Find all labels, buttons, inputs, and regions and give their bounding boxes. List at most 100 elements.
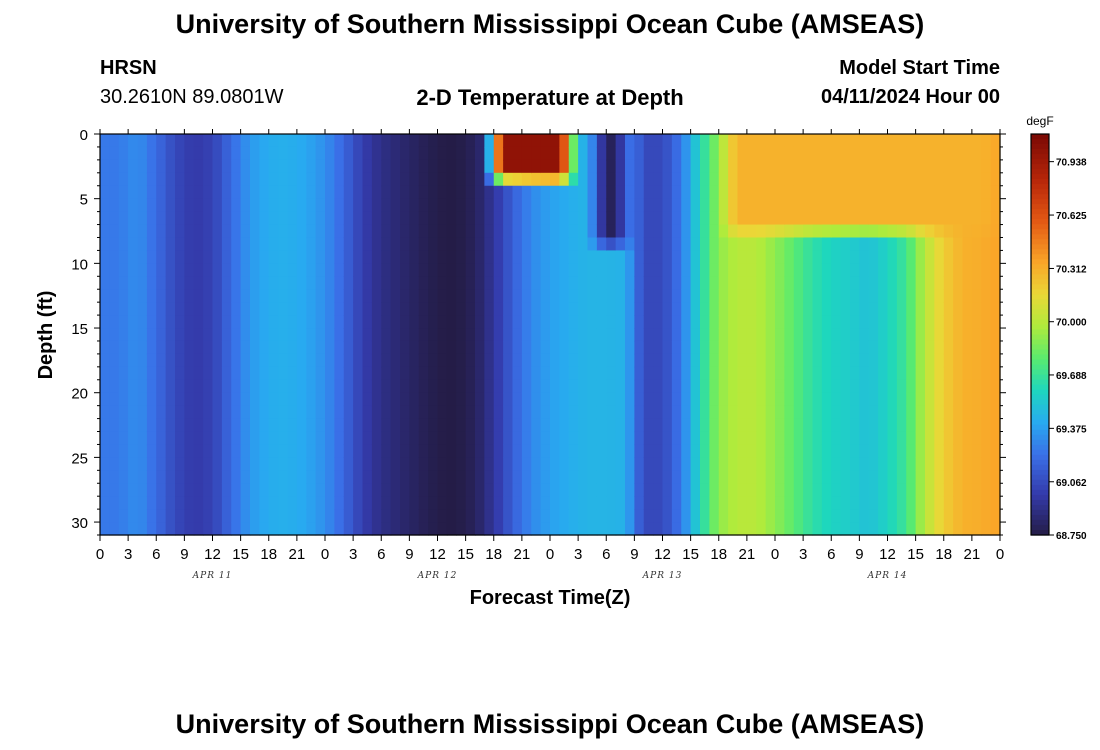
heatmap-cell	[587, 457, 598, 471]
heatmap-cell	[643, 405, 654, 420]
heatmap-cell	[812, 172, 823, 187]
heatmap-cell	[943, 276, 954, 290]
heatmap-cell	[756, 328, 767, 342]
heatmap-cell	[512, 379, 523, 394]
heatmap-cell	[118, 224, 129, 239]
heatmap-cell	[634, 172, 645, 187]
heatmap-cell	[221, 250, 232, 264]
heatmap-cell	[784, 289, 795, 303]
colorbar-segment	[1031, 519, 1049, 526]
heatmap-cell	[953, 470, 964, 484]
heatmap-cell	[700, 134, 710, 148]
heatmap-cell	[981, 470, 992, 484]
heatmap-cell	[184, 366, 195, 381]
heatmap-cell	[981, 405, 992, 420]
heatmap-cell	[896, 185, 907, 200]
heatmap-cell	[803, 509, 814, 523]
heatmap-cell	[690, 185, 701, 200]
heatmap-cell	[606, 418, 617, 433]
heatmap-cell	[793, 159, 804, 174]
heatmap-cell	[475, 353, 485, 368]
heatmap-cell	[456, 379, 467, 394]
heatmap-cell	[531, 444, 542, 458]
heatmap-cell	[915, 146, 926, 161]
heatmap-cell	[446, 276, 457, 290]
heatmap-cell	[296, 211, 307, 226]
heatmap-cell	[662, 457, 673, 471]
heatmap-cell	[784, 418, 795, 433]
heatmap-cell	[606, 263, 617, 277]
heatmap-cell	[475, 172, 485, 187]
heatmap-cell	[990, 418, 1001, 433]
colorbar-segment	[1031, 309, 1049, 316]
heatmap-cell	[737, 328, 748, 342]
heatmap-cell	[400, 340, 410, 355]
heatmap-cell	[662, 172, 673, 187]
heatmap-cell	[371, 159, 382, 174]
heatmap-cell	[915, 483, 926, 497]
heatmap-cell	[315, 522, 326, 536]
heatmap-cell	[268, 509, 279, 523]
heatmap-cell	[896, 289, 907, 303]
heatmap-cell	[381, 134, 392, 148]
heatmap-cell	[287, 366, 298, 381]
heatmap-cell	[315, 172, 326, 187]
heatmap-cell	[821, 431, 832, 446]
heatmap-cell	[446, 263, 457, 277]
heatmap-cell	[493, 522, 504, 536]
heatmap-cell	[531, 172, 542, 187]
heatmap-cell	[887, 392, 898, 407]
heatmap-cell	[878, 237, 889, 252]
heatmap-cell	[606, 496, 617, 510]
heatmap-cell	[878, 340, 889, 355]
heatmap-cell	[362, 418, 373, 433]
colorbar-segment	[1031, 349, 1049, 356]
heatmap-cell	[390, 185, 401, 200]
heatmap-cell	[634, 276, 645, 290]
heatmap-cell	[559, 431, 570, 446]
heatmap-cell	[146, 496, 157, 510]
heatmap-cell	[540, 328, 551, 342]
heatmap-cell	[390, 457, 401, 471]
heatmap-cell	[446, 224, 457, 239]
heatmap-cell	[400, 276, 410, 290]
heatmap-cell	[915, 418, 926, 433]
heatmap-cell	[615, 496, 626, 510]
heatmap-cell	[156, 134, 167, 148]
heatmap-cell	[803, 522, 814, 536]
heatmap-cell	[690, 172, 701, 187]
heatmap-cell	[465, 237, 476, 252]
heatmap-cell	[259, 185, 270, 200]
y-axis-label: Depth (ft)	[35, 291, 57, 380]
heatmap-cell	[259, 224, 270, 239]
heatmap-cell	[146, 224, 157, 239]
heatmap-cell	[428, 198, 439, 213]
heatmap-cell	[231, 159, 242, 174]
heatmap-cell	[962, 366, 973, 381]
heatmap-cell	[887, 250, 898, 264]
heatmap-cell	[343, 159, 354, 174]
heatmap-cell	[193, 496, 204, 510]
heatmap-cell	[615, 263, 626, 277]
heatmap-cell	[971, 211, 982, 226]
heatmap-cell	[840, 224, 851, 239]
x-tick-label: 18	[710, 546, 727, 563]
heatmap-cell	[953, 250, 964, 264]
heatmap-cell	[128, 366, 139, 381]
heatmap-cell	[578, 340, 589, 355]
heatmap-cell	[709, 353, 720, 368]
heatmap-cell	[700, 366, 710, 381]
heatmap-cell	[625, 185, 635, 200]
heatmap-cell	[587, 134, 598, 148]
heatmap-cell	[821, 405, 832, 420]
heatmap-cell	[278, 224, 289, 239]
heatmap-cell	[596, 457, 607, 471]
heatmap-cell	[756, 496, 767, 510]
heatmap-cell	[990, 211, 1001, 226]
heatmap-cell	[587, 509, 598, 523]
heatmap-cell	[709, 276, 720, 290]
heatmap-cell	[981, 509, 992, 523]
heatmap-cell	[343, 250, 354, 264]
heatmap-cell	[953, 237, 964, 252]
heatmap-cell	[475, 237, 485, 252]
